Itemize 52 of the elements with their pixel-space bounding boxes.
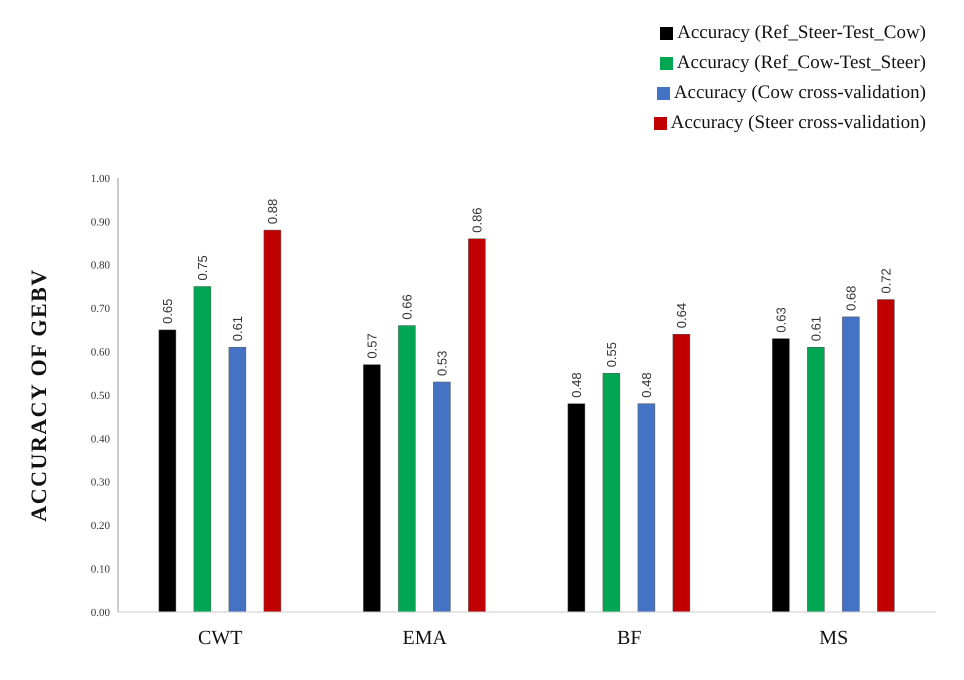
bar [842,316,860,612]
data-label: 0.72 [878,268,894,294]
bar [433,382,451,612]
bar [158,330,176,612]
bar [672,334,690,612]
bar [194,286,212,612]
y-tick-label: 0.60 [90,346,110,359]
data-label: 0.75 [194,255,210,280]
bar [228,347,246,612]
bar [568,403,586,612]
data-label: 0.53 [434,350,450,376]
bar [772,338,790,612]
data-label: 0.66 [399,294,414,320]
legend-label: Accuracy (Cow cross-validation) [674,82,926,103]
y-tick-label: 0.90 [90,216,110,228]
data-label: 0.55 [604,342,619,368]
x-tick-label: BF [617,627,642,650]
y-tick-label: 0.80 [90,260,110,272]
data-label: 0.48 [638,372,654,398]
y-tick-label: 0.20 [90,520,110,532]
x-tick-label: CWT [198,627,242,650]
y-tick-label: 0.30 [90,476,110,489]
data-label: 0.63 [773,307,788,333]
y-axis-title: ACCURACY OF GEBV [26,268,51,522]
y-tick-label: 1.00 [90,172,110,185]
data-label: 0.61 [808,316,824,342]
data-label: 0.48 [568,372,584,398]
bar [807,347,825,612]
data-label: 0.68 [843,286,858,311]
bar [363,364,381,612]
data-label: 0.65 [160,298,175,324]
x-tick-label: EMA [402,627,448,650]
data-label: 0.86 [469,207,484,233]
bar [468,238,486,612]
bar [877,299,895,612]
data-label: 0.64 [674,302,689,328]
y-tick-label: 0.50 [90,390,110,402]
legend-label: Accuracy (Ref_Steer-Test_Cow) [677,22,926,43]
x-tick-label: MS [819,627,848,650]
data-label: 0.88 [264,198,280,224]
y-tick-label: 0.70 [90,303,110,316]
bar [638,403,656,612]
y-tick-label: 0.10 [90,564,110,576]
bar [398,325,416,612]
data-label: 0.61 [230,316,245,342]
legend-label: Accuracy (Steer cross-validation) [670,112,926,133]
bar [264,230,282,612]
legend-label: Accuracy (Ref_Cow-Test_Steer) [676,52,926,73]
y-tick-label: 0.40 [90,433,110,446]
data-label: 0.57 [364,333,380,359]
y-tick-label: 0.00 [90,606,110,619]
bar [602,373,620,612]
